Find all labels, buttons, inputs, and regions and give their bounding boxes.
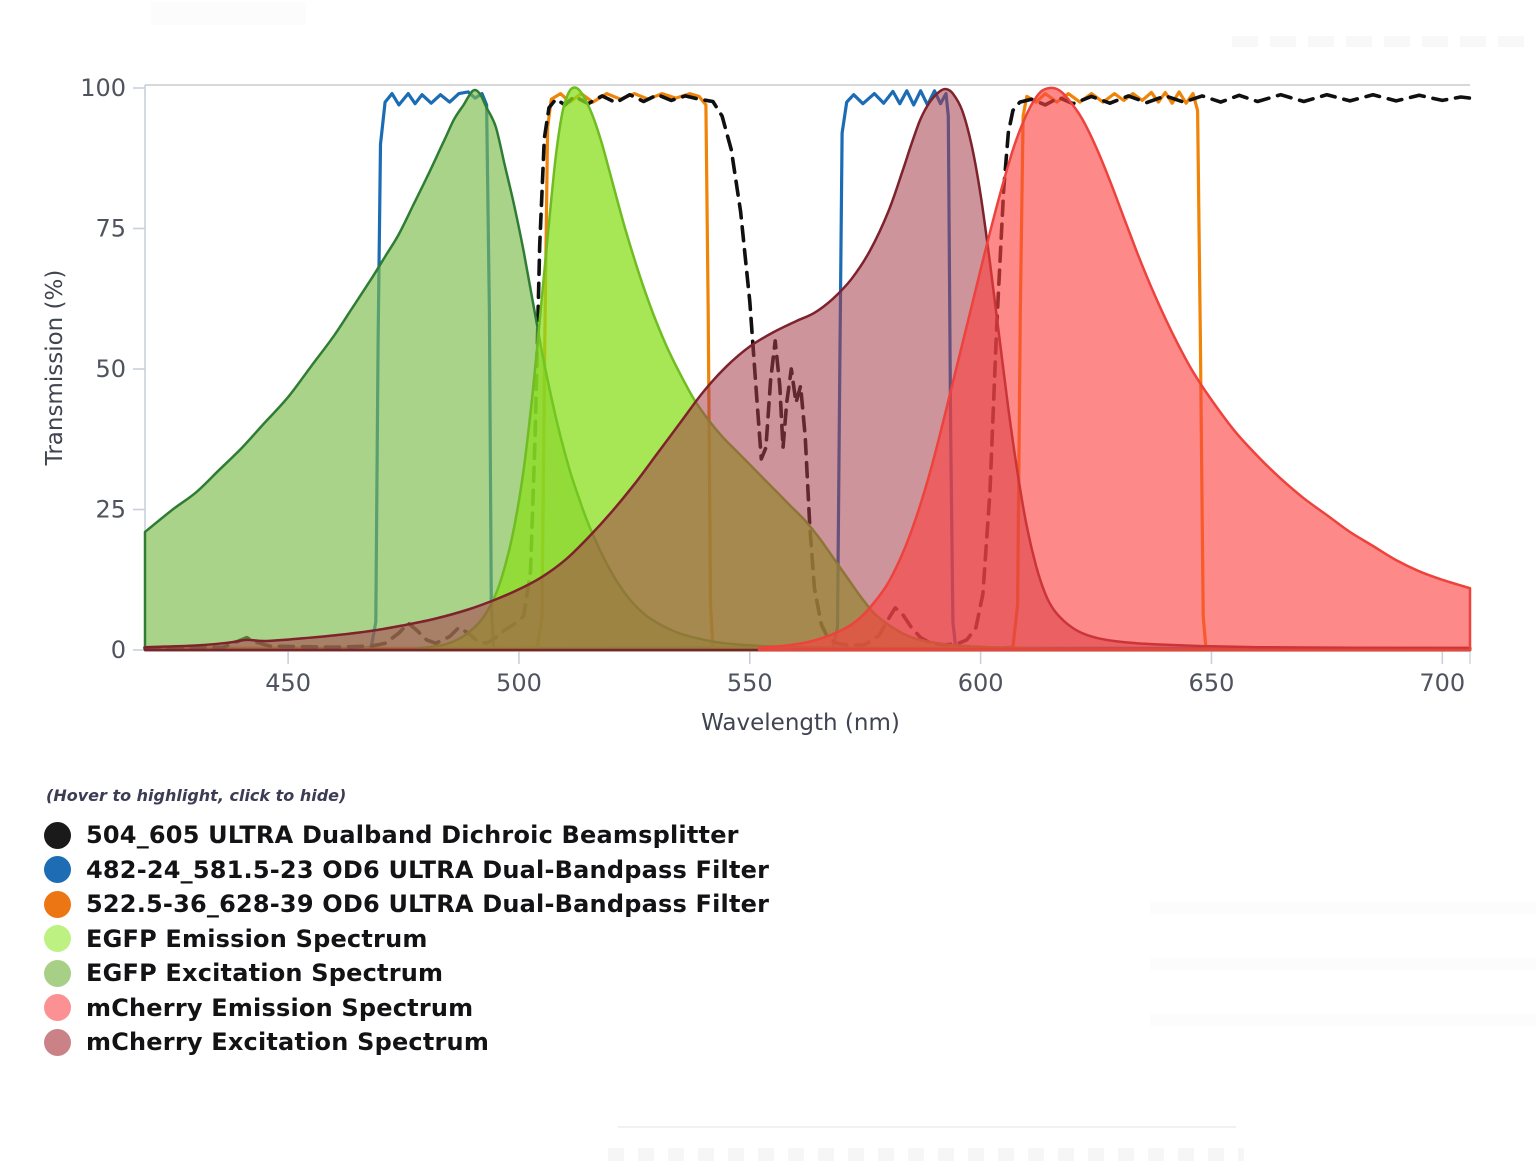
legend-item-label: mCherry Excitation Spectrum [86, 1028, 490, 1057]
legend-swatch-icon [44, 821, 71, 849]
chart-legend: (Hover to highlight, click to hide) 504_… [44, 786, 769, 1060]
legend-swatch-icon [44, 994, 71, 1022]
legend-item-label: 504_605 ULTRA Dualband Dichroic Beamspli… [86, 821, 739, 850]
x-axis-title: Wavelength (nm) [701, 710, 900, 736]
artifact-bottom-line [618, 1126, 1236, 1128]
legend-swatch-icon [44, 856, 71, 884]
legend-item-label: EGFP Excitation Spectrum [86, 959, 444, 988]
legend-item-mcherry-emission-spectrum[interactable]: mCherry Emission Spectrum [44, 991, 769, 1026]
legend-swatch-icon [44, 959, 71, 987]
artifact-legend-right [1150, 902, 1536, 1070]
legend-item-482-24-581-5-23-od6-ultra-dual-bandpass-filter[interactable]: 482-24_581.5-23 OD6 ULTRA Dual-Bandpass … [44, 853, 769, 888]
y-tick-label: 100 [80, 74, 126, 102]
y-tick-label: 25 [95, 496, 126, 524]
x-tick-label: 700 [1419, 669, 1465, 697]
legend-item-522-5-36-628-39-od6-ultra-dual-bandpass-filter[interactable]: 522.5-36_628-39 OD6 ULTRA Dual-Bandpass … [44, 887, 769, 922]
x-tick-label: 650 [1189, 669, 1235, 697]
legend-item-504-605-ultra-dualband-dichroic-beamsplitter[interactable]: 504_605 ULTRA Dualband Dichroic Beamspli… [44, 818, 769, 853]
y-tick-label: 50 [95, 355, 126, 383]
x-tick-label: 500 [496, 669, 542, 697]
y-tick-label: 0 [111, 636, 126, 664]
spectra-chart-canvas[interactable]: 100 75 50 25 0 450 500 550 600 650 700 Wavelength (… [0, 0, 1536, 760]
y-tick-label: 75 [95, 215, 126, 243]
legend-swatch-icon [44, 890, 71, 918]
x-tick-label: 550 [727, 669, 773, 697]
legend-hint: (Hover to highlight, click to hide) [46, 786, 347, 805]
x-tick-label: 450 [265, 669, 311, 697]
legend-item-label: mCherry Emission Spectrum [86, 993, 474, 1022]
legend-swatch-icon [44, 925, 71, 953]
legend-item-label: EGFP Emission Spectrum [86, 924, 428, 953]
artifact-bottom-dash [608, 1148, 1244, 1161]
legend-item-label: 522.5-36_628-39 OD6 ULTRA Dual-Bandpass … [86, 890, 770, 919]
legend-item-label: 482-24_581.5-23 OD6 ULTRA Dual-Bandpass … [86, 855, 770, 884]
legend-rows: 504_605 ULTRA Dualband Dichroic Beamspli… [44, 818, 769, 1060]
y-axis-title: Transmission (%) [42, 270, 68, 467]
series-mcherry-emission-spectrum[interactable] [757, 86, 1472, 652]
legend-swatch-icon [44, 1028, 71, 1056]
legend-item-egfp-excitation-spectrum[interactable]: EGFP Excitation Spectrum [44, 956, 769, 991]
x-tick-label: 600 [958, 669, 1004, 697]
legend-item-egfp-emission-spectrum[interactable]: EGFP Emission Spectrum [44, 922, 769, 957]
legend-item-mcherry-excitation-spectrum[interactable]: mCherry Excitation Spectrum [44, 1025, 769, 1060]
